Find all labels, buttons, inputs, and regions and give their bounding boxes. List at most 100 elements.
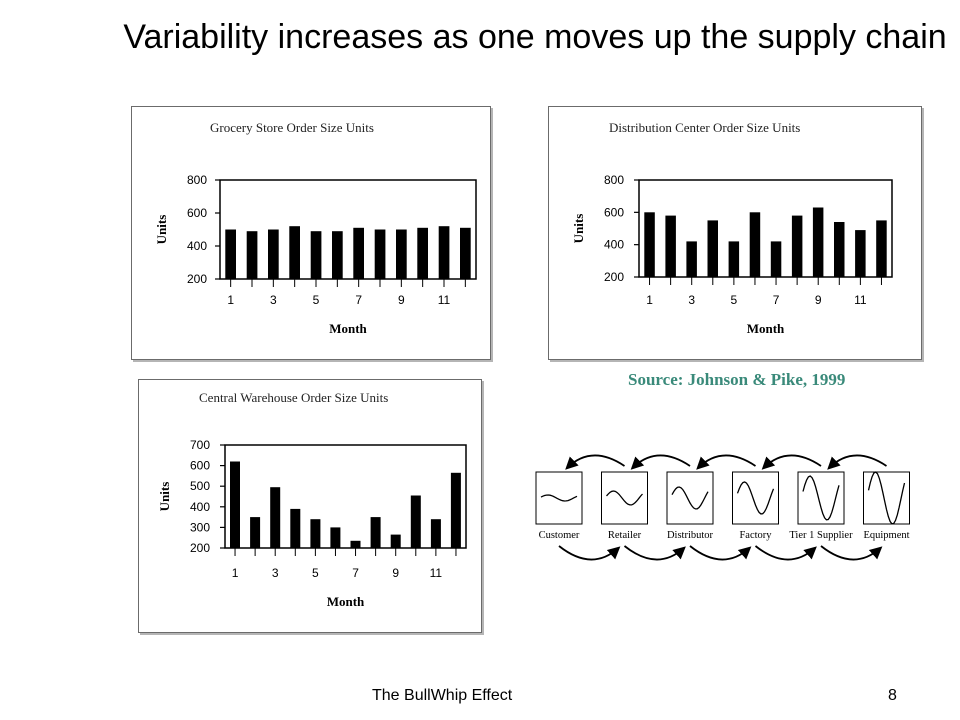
- grocery-store-chart-svg: Grocery Store Order Size Units 200 400 600 8…: [154, 120, 477, 336]
- bar: [250, 517, 261, 548]
- delivery-arrow: [558, 545, 621, 561]
- demand-wave: [606, 490, 643, 506]
- bar: [332, 231, 343, 279]
- y-tick-label: 300: [190, 520, 210, 534]
- bar: [353, 227, 364, 279]
- chart-title: Grocery Store Order Size Units: [210, 120, 374, 135]
- order-arrow: [565, 454, 626, 470]
- slide-title: Variability increases as one moves up th…: [123, 18, 947, 56]
- stage-box: [732, 471, 779, 525]
- x-axis-label: Month: [747, 321, 785, 336]
- distribution-center-chart-svg: Distribution Center Order Size Units 200 4…: [571, 120, 893, 336]
- y-tick-label: 800: [187, 173, 207, 187]
- y-tick-label: 500: [190, 479, 210, 493]
- x-tick-label: 3: [270, 293, 277, 307]
- stage-label: Distributor: [667, 530, 714, 541]
- chart-title: Distribution Center Order Size Units: [609, 120, 800, 135]
- stage-box: [666, 471, 714, 525]
- x-tick-label: 1: [646, 293, 653, 307]
- y-tick-label: 600: [190, 459, 210, 473]
- stage-box: [797, 471, 845, 525]
- y-axis-label: Units: [154, 215, 169, 245]
- y-tick-label: 600: [604, 205, 624, 219]
- central-warehouse-chart: Central Warehouse Order Size Units 200 300…: [138, 379, 482, 633]
- x-tick-label: 3: [688, 293, 695, 307]
- source-citation: Source: Johnson & Pike, 1999: [628, 370, 846, 389]
- x-tick-label: 7: [352, 566, 359, 580]
- bar: [749, 212, 761, 277]
- x-tick-label: 5: [312, 566, 319, 580]
- x-tick-label: 7: [355, 293, 362, 307]
- bar: [834, 222, 845, 277]
- bar: [246, 231, 258, 279]
- stage-label: Equipment: [863, 530, 909, 541]
- demand-wave: [802, 475, 840, 521]
- y-tick-label: 400: [190, 500, 210, 514]
- bar: [310, 231, 322, 279]
- y-tick-label: 400: [187, 239, 207, 253]
- x-tick-label: 9: [815, 293, 822, 307]
- x-tick-label: 5: [313, 293, 320, 307]
- chart-title: Central Warehouse Order Size Units: [199, 390, 388, 405]
- bar: [330, 527, 341, 548]
- bar: [812, 207, 824, 277]
- demand-wave: [736, 481, 775, 515]
- x-tick-label: 7: [773, 293, 780, 307]
- y-tick-label: 200: [604, 270, 624, 284]
- stage-label: Customer: [539, 530, 580, 541]
- x-tick-label: 1: [232, 566, 239, 580]
- x-tick-label: 3: [272, 566, 279, 580]
- x-axis-label: Month: [329, 321, 367, 336]
- bar: [390, 534, 401, 548]
- delivery-arrow: [623, 545, 686, 561]
- grocery-store-chart: Grocery Store Order Size Units 200 400 600 8…: [131, 106, 491, 360]
- x-tick-label: 5: [731, 293, 738, 307]
- y-tick-label: 700: [190, 438, 210, 452]
- bar: [290, 508, 301, 548]
- order-arrow: [761, 454, 822, 470]
- bar: [374, 229, 386, 279]
- bar: [268, 229, 279, 279]
- bar: [665, 215, 676, 277]
- delivery-arrow: [689, 545, 752, 561]
- bar: [644, 212, 655, 277]
- y-tick-label: 200: [190, 541, 210, 555]
- stage-box: [535, 471, 583, 525]
- y-axis-label: Units: [571, 214, 586, 244]
- delivery-arrow: [754, 545, 817, 561]
- plot-frame: [638, 179, 893, 278]
- bar: [230, 461, 240, 548]
- x-tick-label: 1: [227, 293, 234, 307]
- bar: [430, 519, 441, 548]
- bar: [370, 517, 381, 548]
- bar: [396, 229, 407, 279]
- bar: [225, 229, 236, 279]
- demand-wave: [867, 471, 906, 525]
- stage-box: [601, 471, 648, 525]
- bar: [270, 487, 281, 548]
- bar: [450, 472, 461, 548]
- bar: [460, 227, 471, 279]
- x-tick-label: 11: [430, 566, 443, 580]
- bar: [417, 227, 428, 279]
- x-tick-label: 9: [392, 566, 399, 580]
- y-tick-label: 200: [187, 272, 207, 286]
- bar: [350, 540, 361, 548]
- y-tick-label: 600: [187, 206, 207, 220]
- bar: [438, 226, 450, 279]
- demand-wave: [540, 494, 578, 502]
- order-arrow: [827, 454, 888, 470]
- delivery-arrow: [820, 545, 883, 561]
- stage-label: Factory: [739, 530, 772, 541]
- bullwhip-diagram: Customer Retailer Distributor Factory Tier 1…: [535, 454, 910, 561]
- bar: [876, 220, 887, 277]
- x-tick-label: 9: [398, 293, 405, 307]
- y-axis-label: Units: [157, 482, 172, 512]
- bar: [310, 519, 321, 548]
- plot-frame: [219, 179, 477, 280]
- bar: [289, 226, 300, 279]
- distribution-center-chart: Distribution Center Order Size Units 200 4…: [548, 106, 922, 360]
- footer-title: The BullWhip Effect: [372, 687, 513, 704]
- order-arrow: [696, 454, 757, 470]
- bar: [855, 230, 866, 277]
